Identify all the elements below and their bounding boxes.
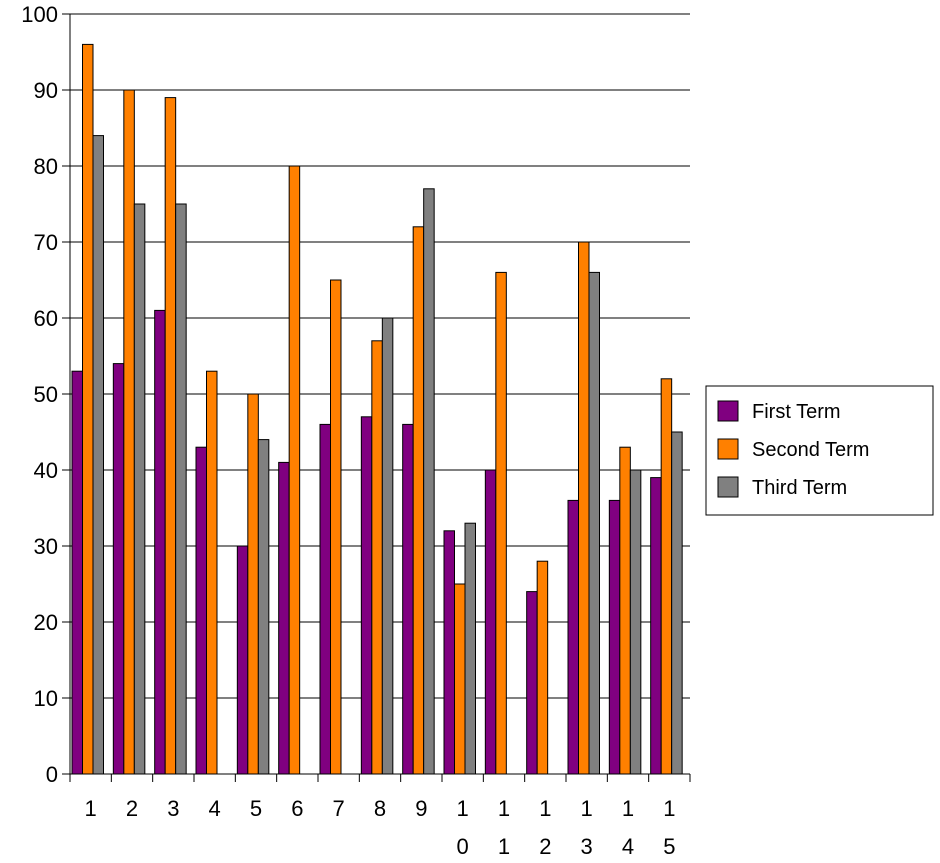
bar	[578, 241, 590, 775]
legend-swatch	[717, 438, 739, 460]
x-tick-label: 3	[167, 796, 179, 821]
y-tick-label: 100	[21, 2, 58, 27]
x-tick-label-line: 1	[85, 796, 97, 821]
x-tick-label-line: 5	[663, 834, 675, 859]
y-tick-label: 30	[34, 534, 58, 559]
x-tick-label-line: 1	[581, 796, 593, 821]
bar	[257, 439, 270, 775]
bar	[278, 461, 290, 775]
bar	[154, 309, 166, 775]
x-tick-label: 1	[85, 796, 97, 821]
bar	[71, 370, 83, 775]
x-tick-label-line: 6	[291, 796, 303, 821]
bar	[567, 499, 579, 775]
x-tick-label-line: 1	[663, 796, 675, 821]
legend-label: First Term	[752, 401, 841, 423]
bar	[402, 423, 414, 775]
bar	[423, 188, 435, 775]
y-tick-label: 40	[34, 458, 58, 483]
x-tick-label-line: 1	[457, 796, 469, 821]
x-tick-label: 5	[250, 796, 262, 821]
bar	[381, 317, 394, 775]
x-tick-label-line: 3	[581, 834, 593, 859]
bar	[464, 522, 476, 775]
bar	[133, 203, 146, 775]
bar	[671, 431, 683, 775]
x-tick-label: 4	[209, 796, 221, 821]
bar	[536, 560, 549, 775]
y-tick-label: 90	[34, 78, 58, 103]
bar	[619, 446, 631, 775]
bars	[71, 43, 683, 775]
x-tick-label: 2	[126, 796, 138, 821]
x-tick-label-line: 8	[374, 796, 386, 821]
bar	[495, 271, 507, 775]
x-tick-label-line: 3	[167, 796, 179, 821]
legend-label: Second Term	[752, 439, 869, 461]
y-tick-label: 70	[34, 230, 58, 255]
x-tick-label-line: 4	[209, 796, 221, 821]
bar	[92, 135, 104, 775]
bar	[319, 423, 331, 775]
legend-swatch	[717, 400, 739, 422]
legend-box	[705, 385, 934, 516]
bar	[484, 469, 497, 775]
bar	[112, 363, 125, 775]
x-tick-label-line: 1	[498, 834, 510, 859]
bar	[608, 499, 621, 775]
bar	[288, 165, 301, 775]
bar	[660, 378, 673, 775]
y-tick-label: 20	[34, 610, 58, 635]
x-tick-label-line: 1	[539, 796, 551, 821]
x-tick-label: 7	[333, 796, 345, 821]
bar	[371, 340, 383, 775]
bar	[195, 446, 207, 775]
legend-label: Third Term	[752, 477, 847, 499]
bar	[629, 469, 642, 775]
x-tick-label-line: 2	[539, 834, 551, 859]
bar	[164, 97, 177, 775]
x-tick-label-line: 5	[250, 796, 262, 821]
x-tick-label: 8	[374, 796, 386, 821]
bar	[454, 583, 466, 775]
y-tick-label: 50	[34, 382, 58, 407]
bar	[82, 43, 94, 775]
x-tick-label-line: 9	[415, 796, 427, 821]
x-tick-label: 6	[291, 796, 303, 821]
legend: First Term Second Term Third Term	[705, 385, 934, 516]
x-tick-label-line: 1	[622, 796, 634, 821]
x-tick-label-line: 0	[457, 834, 469, 859]
bar	[175, 203, 187, 775]
legend-swatch	[717, 476, 739, 498]
bar	[330, 279, 342, 775]
bar	[360, 416, 373, 775]
bar	[526, 591, 538, 775]
x-tick-label-line: 2	[126, 796, 138, 821]
x-tick-label: 9	[415, 796, 427, 821]
x-tick-label-line: 7	[333, 796, 345, 821]
y-tick-label: 80	[34, 154, 58, 179]
bar	[236, 545, 249, 775]
bar	[443, 530, 455, 775]
x-tick-label-line: 1	[498, 796, 510, 821]
bar	[412, 226, 425, 775]
bar	[123, 89, 135, 775]
x-tick-label-line: 4	[622, 834, 634, 859]
y-tick-label: 10	[34, 686, 58, 711]
bar	[206, 370, 218, 775]
bar	[588, 271, 600, 775]
bar	[247, 393, 259, 775]
y-tick-label: 0	[46, 762, 58, 787]
y-tick-label: 60	[34, 306, 58, 331]
bar	[650, 477, 662, 775]
